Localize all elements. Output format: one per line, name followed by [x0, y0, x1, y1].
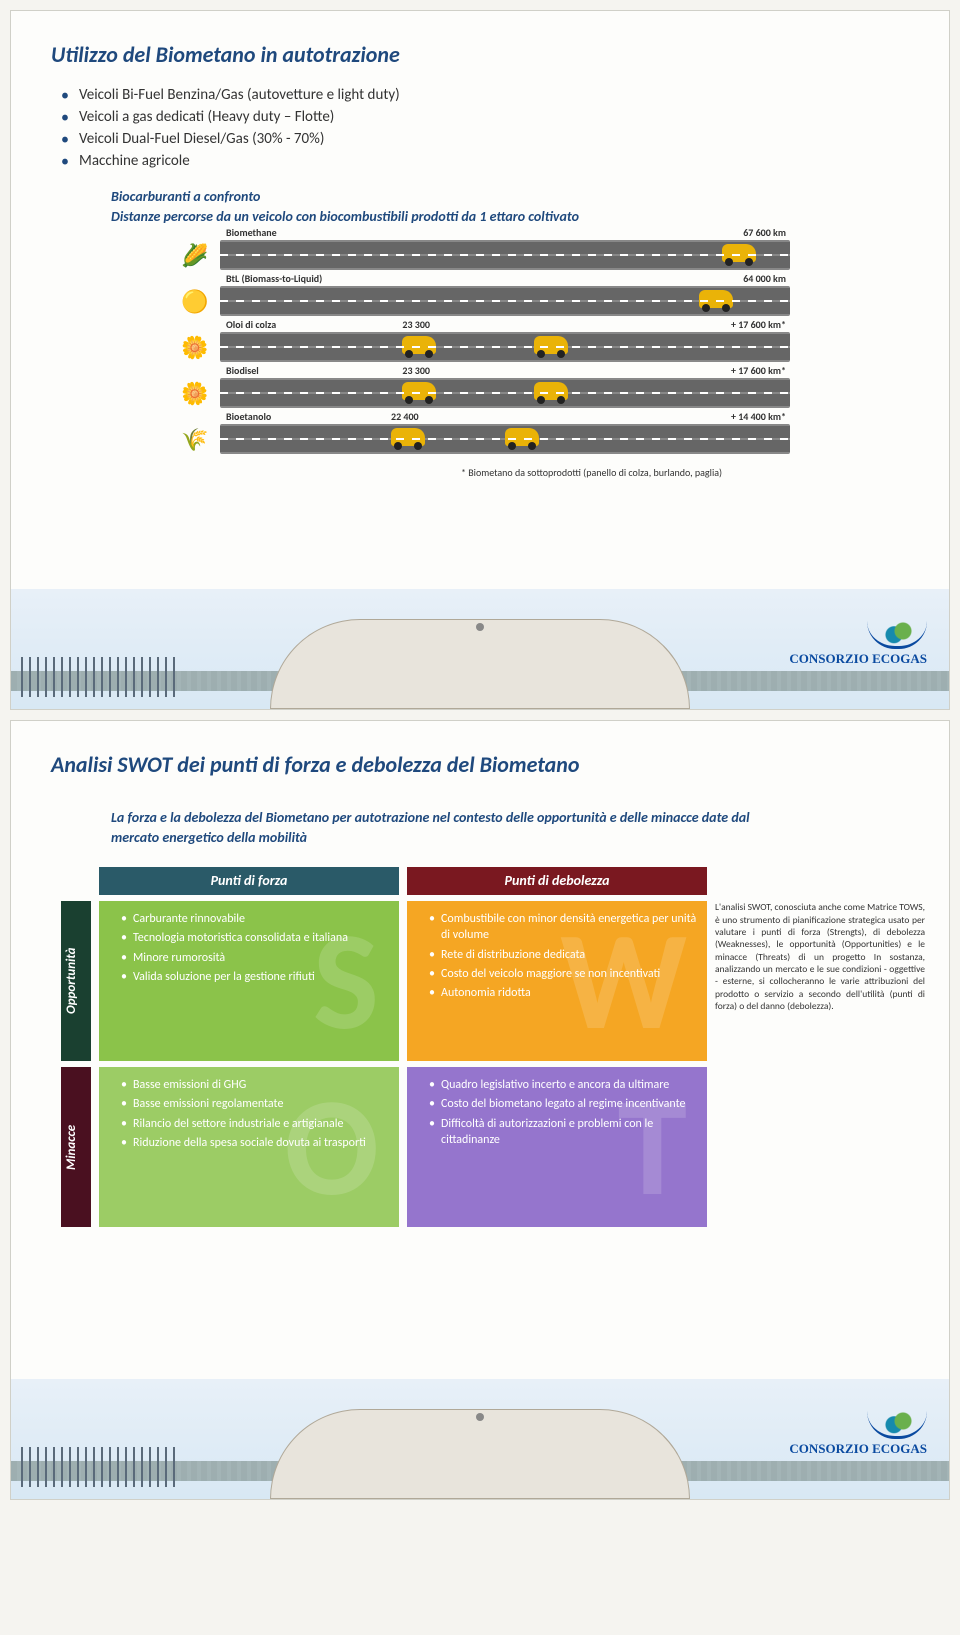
slide-2: Analisi SWOT dei punti di forza e debole…	[10, 720, 950, 1500]
crop-icon: 🌼	[170, 380, 220, 407]
row-threats: Minacce	[61, 1067, 91, 1227]
list-item: Tecnologia motoristica consolidata e ita…	[121, 930, 389, 946]
logo-text: CONSORZIO ECOGAS	[789, 1441, 927, 1456]
swot-intro: La forza e la debolezza del Biometano pe…	[111, 808, 751, 847]
logo-text: CONSORZIO ECOGAS	[789, 651, 927, 666]
list-item: Valida soluzione per la gestione rifiuti	[121, 969, 389, 985]
swot-w-cell: W Combustibile con minor densità energet…	[407, 901, 707, 1061]
list-item: Quadro legislativo incerto e ancora da u…	[429, 1077, 697, 1093]
dome-icon	[270, 1409, 690, 1499]
fuel-name: Biomethane	[226, 226, 277, 239]
fuel-track: Biodisel 23 300 + 17 600 km*	[220, 378, 790, 408]
list-item: Minore rumorosità	[121, 950, 389, 966]
swot-grid: Punti di forza Punti di debolezza Opport…	[61, 867, 909, 1227]
logo-swirl-icon	[867, 621, 927, 649]
swot-o-cell: O Basse emissioni di GHG Basse emissioni…	[99, 1067, 399, 1227]
slide1-bullets: Veicoli Bi-Fuel Benzina/Gas (autovetture…	[61, 86, 909, 170]
bullet-item: Veicoli Bi-Fuel Benzina/Gas (autovetture…	[61, 86, 909, 104]
swot-w-list: Combustibile con minor densità energetic…	[429, 911, 697, 1001]
swot-o-list: Basse emissioni di GHG Basse emissioni r…	[121, 1077, 389, 1151]
slide-footer: CONSORZIO ECOGAS	[11, 1379, 949, 1499]
swot-s-list: Carburante rinnovabile Tecnologia motori…	[121, 911, 389, 985]
fuel-row: 🟡 BtL (Biomass-to-Liquid) 64 000 km	[170, 282, 790, 320]
swot-s-cell: S Carburante rinnovabile Tecnologia moto…	[99, 901, 399, 1061]
car-icon	[505, 428, 539, 446]
fuel-track: Bioetanolo 22 400 + 14 400 km*	[220, 424, 790, 454]
fuel-name: Oloi di colza	[226, 318, 276, 331]
crop-icon: 🌽	[170, 242, 220, 269]
list-item: Difficoltà di autorizzazioni e problemi …	[429, 1116, 697, 1148]
list-item: Basse emissioni regolamentate	[121, 1096, 389, 1112]
car-icon	[699, 290, 733, 308]
car-icon	[722, 244, 756, 262]
swot-t-cell: T Quadro legislativo incerto e ancora da…	[407, 1067, 707, 1227]
fuel-row: 🌼 Oloi di colza 23 300 + 17 600 km*	[170, 328, 790, 366]
fuel-km: 64 000 km	[743, 272, 786, 285]
list-item: Combustibile con minor densità energetic…	[429, 911, 697, 943]
fuel-km: + 17 600 km*	[731, 318, 786, 331]
header-strengths: Punti di forza	[99, 867, 399, 895]
fuel-km: 67 600 km	[743, 226, 786, 239]
slide-footer: CONSORZIO ECOGAS	[11, 589, 949, 709]
logo: CONSORZIO ECOGAS	[789, 1411, 927, 1457]
bullet-item: Veicoli Dual-Fuel Diesel/Gas (30% - 70%)	[61, 130, 909, 148]
car-icon	[391, 428, 425, 446]
logo: CONSORZIO ECOGAS	[789, 621, 927, 667]
fuel-chart: 🌽 Biomethane 67 600 km 🟡 BtL (Biomass-to…	[170, 236, 790, 458]
crop-icon: 🌾	[170, 426, 220, 453]
slide1-sub1: Biocarburanti a confronto	[111, 188, 909, 206]
fuel-name: BtL (Biomass-to-Liquid)	[226, 272, 322, 285]
swot-t-list: Quadro legislativo incerto e ancora da u…	[429, 1077, 697, 1148]
fuel-km: + 14 400 km*	[731, 410, 786, 423]
header-weaknesses: Punti di debolezza	[407, 867, 707, 895]
car-icon	[534, 336, 568, 354]
fuel-track: Biomethane 67 600 km	[220, 240, 790, 270]
fuel-row: 🌾 Bioetanolo 22 400 + 14 400 km*	[170, 420, 790, 458]
list-item: Riduzione della spesa sociale dovuta ai …	[121, 1135, 389, 1151]
fuel-track: BtL (Biomass-to-Liquid) 64 000 km	[220, 286, 790, 316]
fuel-track: Oloi di colza 23 300 + 17 600 km*	[220, 332, 790, 362]
fuel-note: * Biometano da sottoprodotti (panello di…	[461, 466, 909, 479]
swot-notes: L'analisi SWOT, conosciuta anche come Ma…	[715, 901, 925, 1227]
fuel-name: Biodisel	[226, 364, 259, 377]
list-item: Autonomia ridotta	[429, 985, 697, 1001]
car-icon	[402, 382, 436, 400]
fuel-km: + 17 600 km*	[731, 364, 786, 377]
list-item: Rete di distribuzione dedicata	[429, 947, 697, 963]
crop-icon: 🌼	[170, 334, 220, 361]
dome-icon	[270, 619, 690, 709]
list-item: Carburante rinnovabile	[121, 911, 389, 927]
slide2-title: Analisi SWOT dei punti di forza e debole…	[51, 751, 909, 778]
list-item: Costo del biometano legato al regime inc…	[429, 1096, 697, 1112]
list-item: Basse emissioni di GHG	[121, 1077, 389, 1093]
car-icon	[534, 382, 568, 400]
bullet-item: Veicoli a gas dedicati (Heavy duty – Flo…	[61, 108, 909, 126]
bullet-item: Macchine agricole	[61, 152, 909, 170]
list-item: Costo del veicolo maggiore se non incent…	[429, 966, 697, 982]
fuel-row: 🌽 Biomethane 67 600 km	[170, 236, 790, 274]
slide1-title: Utilizzo del Biometano in autotrazione	[51, 41, 909, 68]
logo-swirl-icon	[867, 1411, 927, 1439]
list-item: Rilancio del settore industriale e artig…	[121, 1116, 389, 1132]
car-icon	[402, 336, 436, 354]
crop-icon: 🟡	[170, 288, 220, 315]
slide-1: Utilizzo del Biometano in autotrazione V…	[10, 10, 950, 710]
fuel-name: Bioetanolo	[226, 410, 271, 423]
row-opportunities: Opportunità	[61, 901, 91, 1061]
slide1-sub2: Distanze percorse da un veicolo con bioc…	[111, 208, 909, 226]
fuel-row: 🌼 Biodisel 23 300 + 17 600 km*	[170, 374, 790, 412]
